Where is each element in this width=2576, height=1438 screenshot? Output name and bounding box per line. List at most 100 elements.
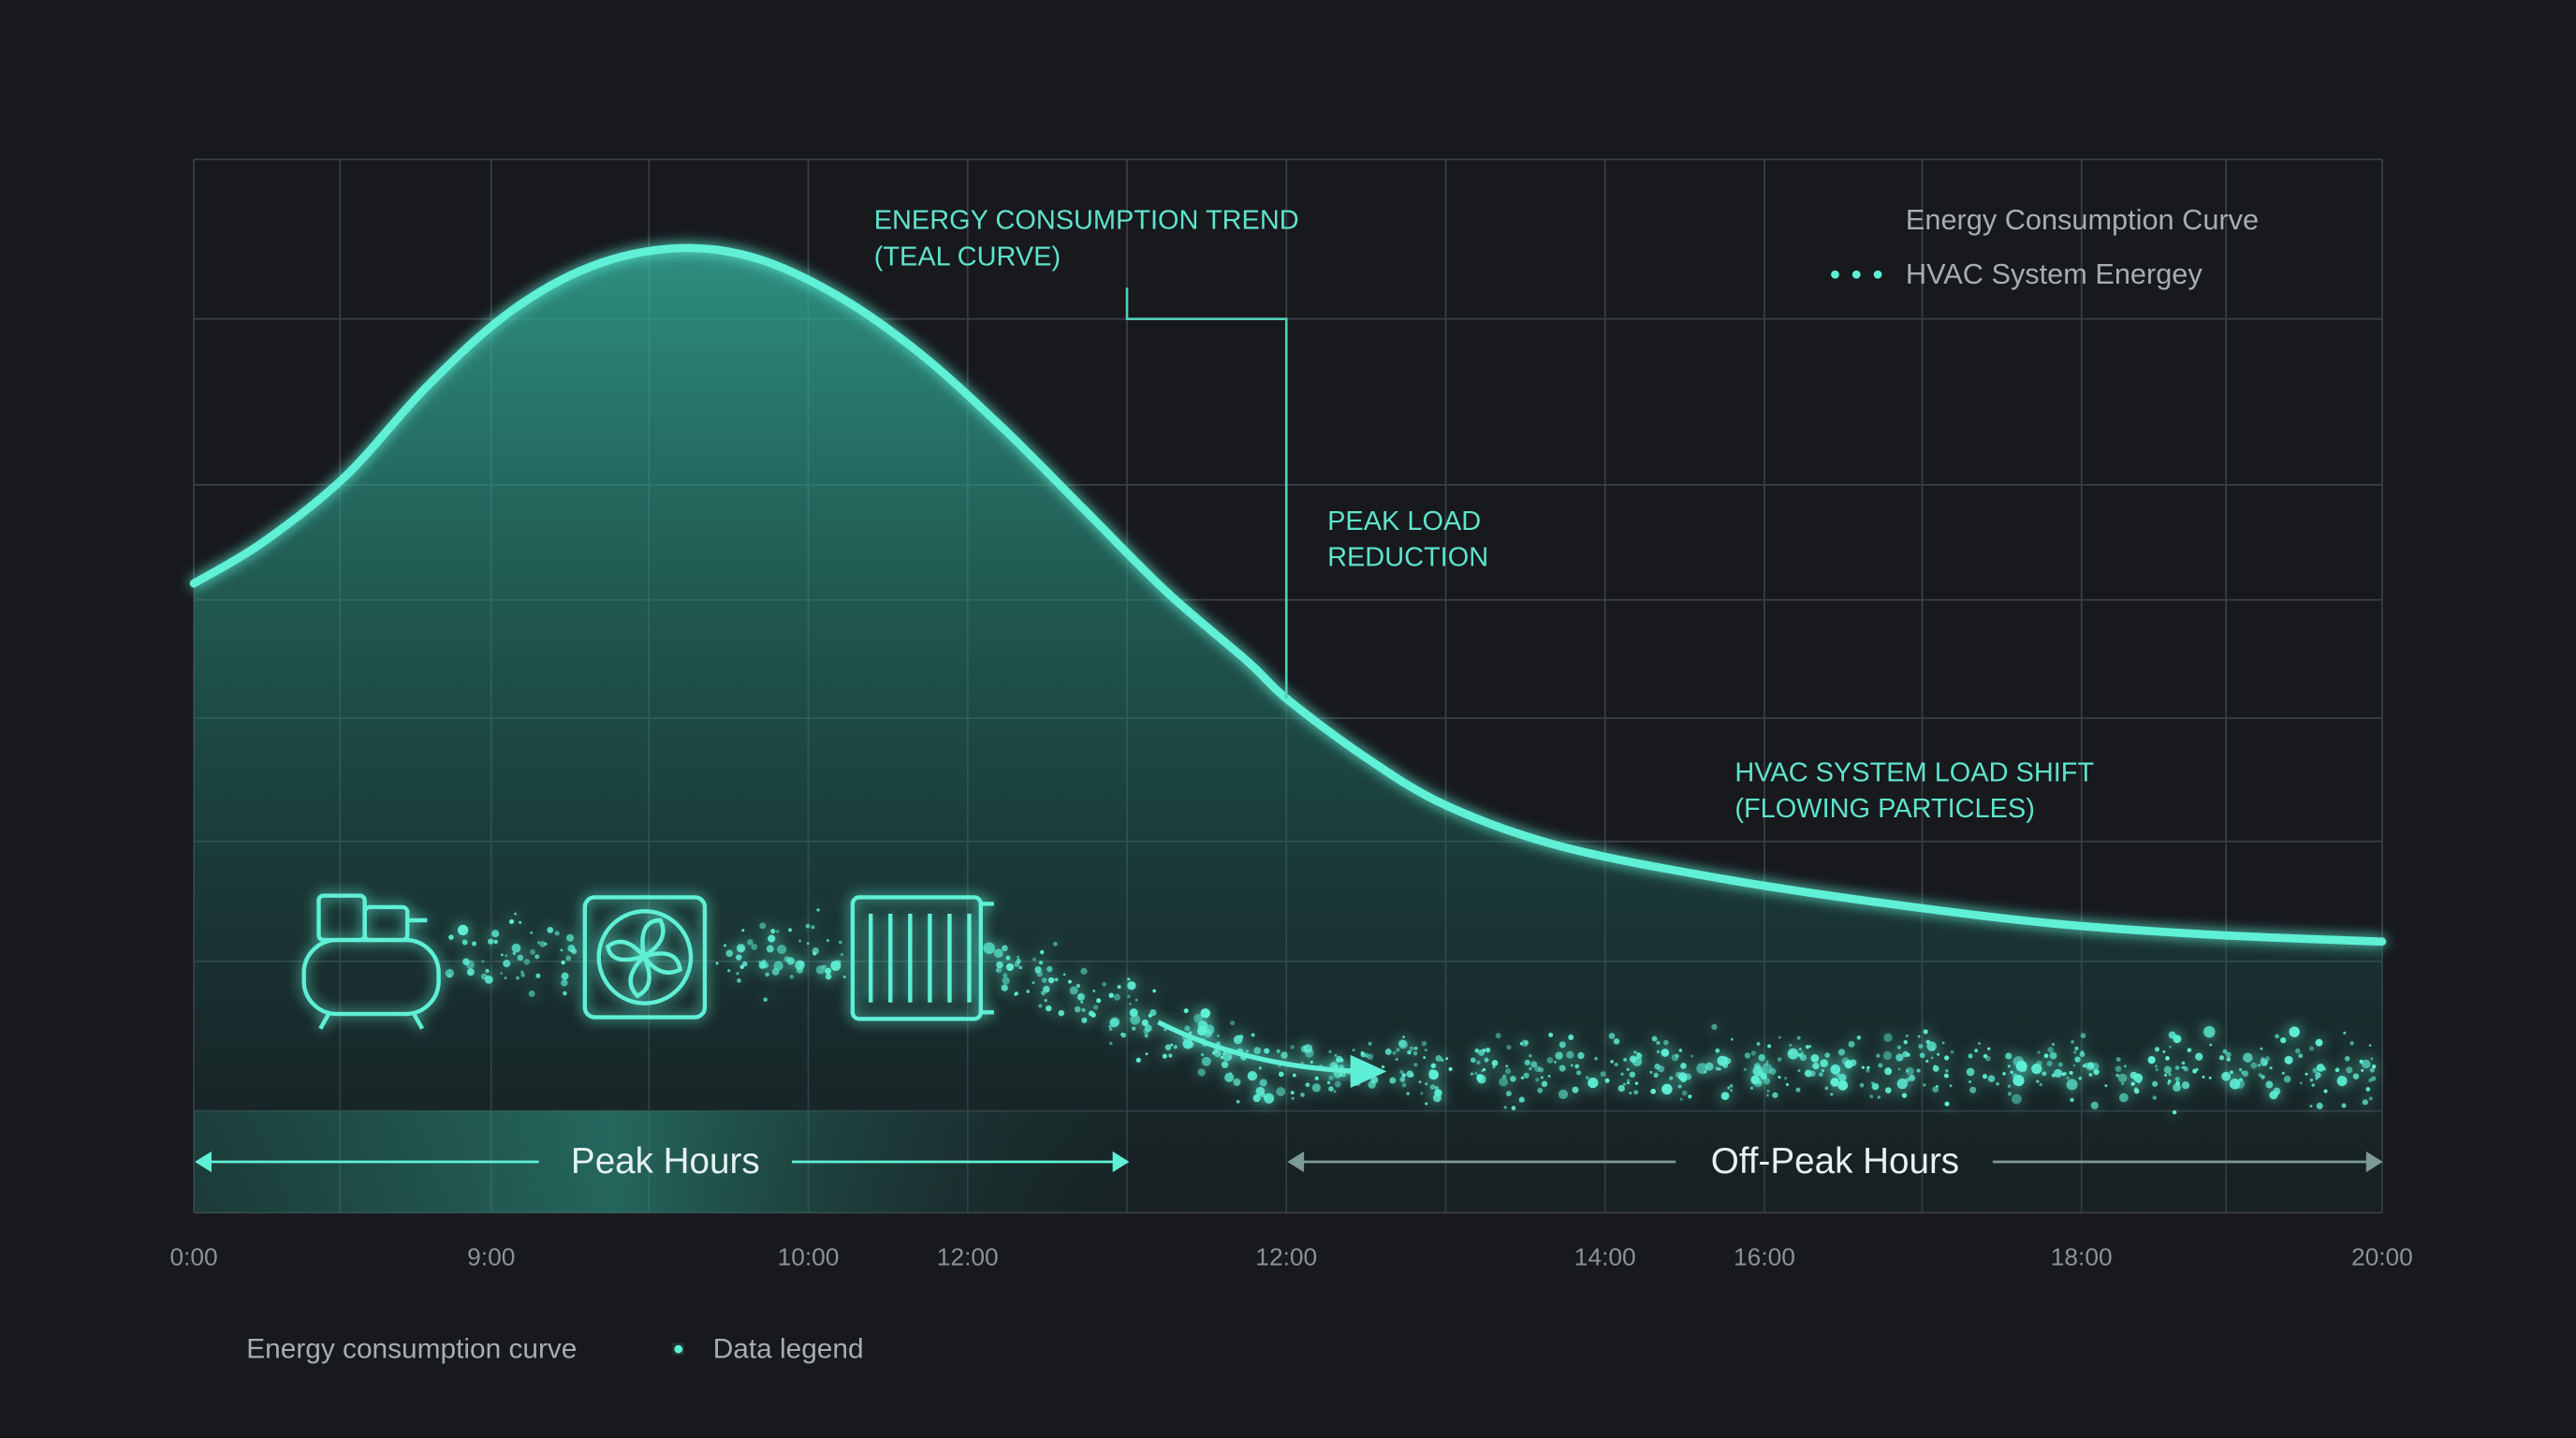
particle	[1406, 1070, 1413, 1078]
particle	[840, 953, 843, 957]
particle	[520, 973, 525, 977]
particle	[2275, 1034, 2279, 1039]
particle	[1081, 1007, 1086, 1012]
particle	[1134, 998, 1138, 1002]
x-tick-label: 0:00	[169, 1243, 217, 1271]
particle	[534, 954, 540, 960]
particle	[2007, 1084, 2012, 1089]
particle	[1170, 1043, 1174, 1047]
particle	[1789, 1043, 1793, 1047]
particle	[1765, 1093, 1769, 1097]
particle	[805, 923, 811, 929]
particle	[1884, 1087, 1892, 1094]
particle	[1062, 973, 1066, 976]
particle	[448, 934, 454, 940]
particle	[2309, 1105, 2313, 1108]
particle	[2183, 1066, 2189, 1072]
particle	[2362, 1099, 2368, 1106]
particle	[2152, 1080, 2159, 1087]
particle	[2090, 1101, 2099, 1109]
particle	[2115, 1073, 2119, 1078]
particle	[1906, 1069, 1910, 1073]
particle	[2037, 1050, 2041, 1054]
particle	[1092, 1005, 1099, 1010]
legend-dots	[1831, 270, 1882, 279]
particle	[1430, 1063, 1437, 1069]
particle	[812, 946, 819, 955]
particle	[2011, 1093, 2022, 1105]
annotation: (FLOWING PARTICLES)	[1734, 794, 2034, 824]
particle	[1039, 949, 1045, 955]
particle	[2315, 1038, 2323, 1047]
particle	[1524, 1059, 1530, 1066]
particle	[536, 941, 541, 945]
particle	[1626, 1078, 1631, 1082]
particle	[2036, 1060, 2042, 1067]
particle	[1680, 1063, 1687, 1069]
particle	[2078, 1077, 2083, 1080]
particle	[530, 948, 536, 955]
particle	[1334, 1080, 1341, 1088]
x-axis-labels: 0:00 9:00 10:00 12:00 12:00 14:00 16:00 18:00 20…	[169, 1243, 2412, 1271]
particle	[2195, 1067, 2199, 1071]
particle	[2152, 1095, 2158, 1100]
legend-dot	[1852, 270, 1861, 279]
particle	[751, 944, 758, 950]
particle	[1259, 1092, 1266, 1098]
radiator-icon	[869, 902, 994, 1015]
particle	[1002, 976, 1010, 985]
particle	[514, 912, 517, 916]
particle	[1506, 1045, 1512, 1050]
particle	[1005, 962, 1015, 972]
particle	[1654, 1075, 1658, 1078]
particle	[1876, 1053, 1881, 1058]
particle	[1679, 1097, 1683, 1101]
particle	[1559, 1041, 1566, 1049]
particle	[825, 973, 832, 980]
particle	[1300, 1093, 1305, 1097]
particle	[1805, 1045, 1809, 1049]
particle	[1608, 1033, 1616, 1039]
particle	[1730, 1089, 1734, 1093]
particle	[547, 926, 554, 933]
particle	[2130, 1081, 2135, 1087]
particle	[1333, 1090, 1337, 1093]
particle	[1916, 1068, 1921, 1073]
particle	[1510, 1076, 1516, 1082]
particle	[2202, 1075, 2205, 1078]
particle	[739, 964, 744, 970]
particle	[1548, 1032, 1554, 1038]
particle	[2155, 1067, 2159, 1072]
particle	[1038, 961, 1044, 965]
particle	[766, 945, 774, 953]
particle	[2336, 1076, 2348, 1087]
particle	[1869, 1094, 1874, 1099]
particle	[1311, 1083, 1321, 1093]
particle	[2187, 1048, 2192, 1053]
particle	[1766, 1090, 1770, 1093]
particle	[2299, 1081, 2303, 1085]
particle	[1568, 1034, 1574, 1040]
particle	[1292, 1073, 1296, 1078]
particle	[1396, 1048, 1400, 1052]
particle	[1127, 994, 1131, 999]
particle	[1626, 1067, 1630, 1071]
particle	[2309, 1078, 2314, 1082]
particle	[1778, 1035, 1781, 1039]
particle	[1919, 1052, 1925, 1059]
particle	[1474, 1049, 1480, 1053]
particle	[2174, 1077, 2180, 1082]
particle	[1715, 1048, 1720, 1053]
particle	[1529, 1067, 1532, 1070]
particle	[822, 964, 827, 970]
particle	[1917, 1034, 1921, 1038]
particle	[2298, 1053, 2304, 1059]
particle	[1310, 1060, 1313, 1064]
particle	[1896, 1078, 1908, 1090]
particle	[2361, 1059, 2371, 1069]
particle	[1730, 1037, 1734, 1041]
legend-label: Data legend	[713, 1334, 864, 1365]
particle	[741, 961, 748, 967]
particle	[2072, 1064, 2076, 1067]
particle	[1352, 1049, 1355, 1052]
